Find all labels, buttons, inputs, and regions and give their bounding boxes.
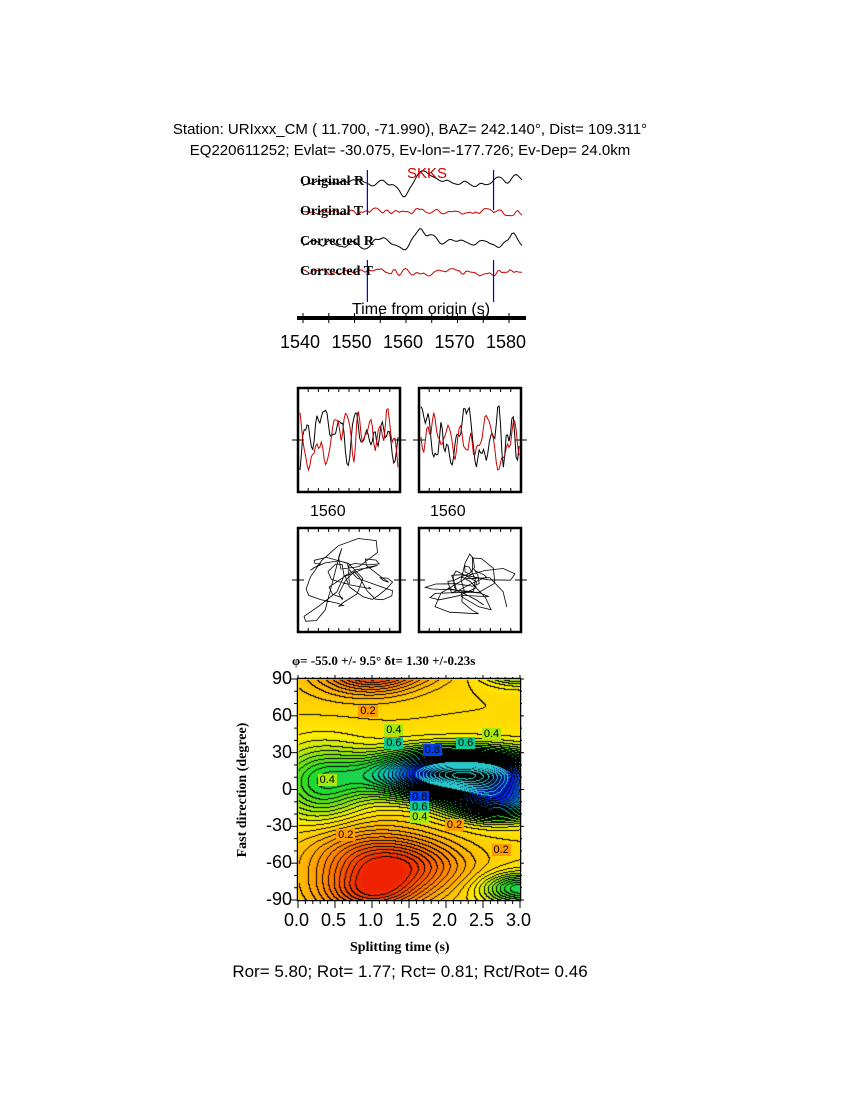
trace-line [302,228,523,251]
time-tick-label: 1560 [383,332,424,352]
time-tick-label: 1540 [280,332,321,352]
trace-label-corrected-t: Corrected T [300,264,373,279]
time-axis-label: Time from origin (s) [352,301,491,318]
map-ytick-label: -60 [265,852,292,873]
contour-label: 0.2 [491,843,511,856]
waveform-line [420,412,520,471]
contour-label: 0.2 [336,829,356,842]
waveform-panel-tick-left: 1560 [310,503,346,520]
map-xtick-label: 1.0 [358,910,384,930]
particle-motion-line [423,553,516,615]
time-tick-label: 1580 [486,332,527,352]
map-ylabel: Fast direction (degree) [235,722,250,858]
particle-motion-line [303,538,394,622]
event-header: EQ220611252; Evlat= -30.075, Ev-lon=-177… [189,142,631,159]
contour-label: 0.4 [410,810,430,823]
map-xlabel: Splitting time (s) [350,940,450,955]
map-xtick-label: 0.0 [284,910,310,930]
station-header: Station: URIxxx_CM ( 11.700, -71.990), B… [172,121,648,138]
map-ytick-label: 30 [271,741,292,762]
map-title: φ= -55.0 +/- 9.5° δt= 1.30 +/-0.23s [292,653,476,668]
map-ytick-label: 90 [271,668,292,688]
map-ytick-label: 0 [281,778,292,799]
trace-line [302,207,523,217]
contour-label: 0.4 [384,723,404,736]
time-tick-label: 1550 [331,332,372,352]
contour-label: 0.2 [444,819,465,832]
time-tick-label: 1570 [434,332,475,352]
contour-label: 0.8 [422,744,442,757]
contour-label: 0.8 [410,791,430,804]
map-xtick-label: 2.0 [432,910,458,930]
waveform-line [420,405,520,468]
trace-label-original-r: Original R [300,174,365,189]
waveform-line [299,409,399,471]
map-xtick-label: 0.5 [321,910,347,930]
trace-line [302,170,523,198]
map-xtick-label: 3.0 [506,910,532,930]
waveform-comparison-panel [296,386,402,494]
contour-label: 0.6 [455,737,476,750]
map-ytick-label: -30 [265,815,292,836]
trace-label-corrected-r: Corrected R [300,234,374,249]
contour-label: 0.4 [317,773,337,786]
contour-label: 0.4 [481,728,502,741]
contour-label: 0.6 [384,737,404,750]
waveform-line [299,408,399,472]
phase-label: SKKS [407,165,448,182]
energy-map-heatmap [298,679,520,900]
trace-line [302,267,522,277]
footer-stats: Ror= 5.80; Rot= 1.77; Rct= 0.81; Rct/Rot… [232,962,588,981]
contour-label: 0.6 [410,800,430,813]
waveform-panel-tick-right: 1560 [430,503,466,520]
map-xtick-label: 2.5 [469,910,495,930]
map-ytick-label: -90 [265,889,292,909]
map-xtick-label: 1.5 [395,910,421,930]
trace-label-original-t: Original T [300,204,364,219]
contour-label: 0.2 [358,705,378,718]
map-ytick-label: 60 [271,704,292,725]
